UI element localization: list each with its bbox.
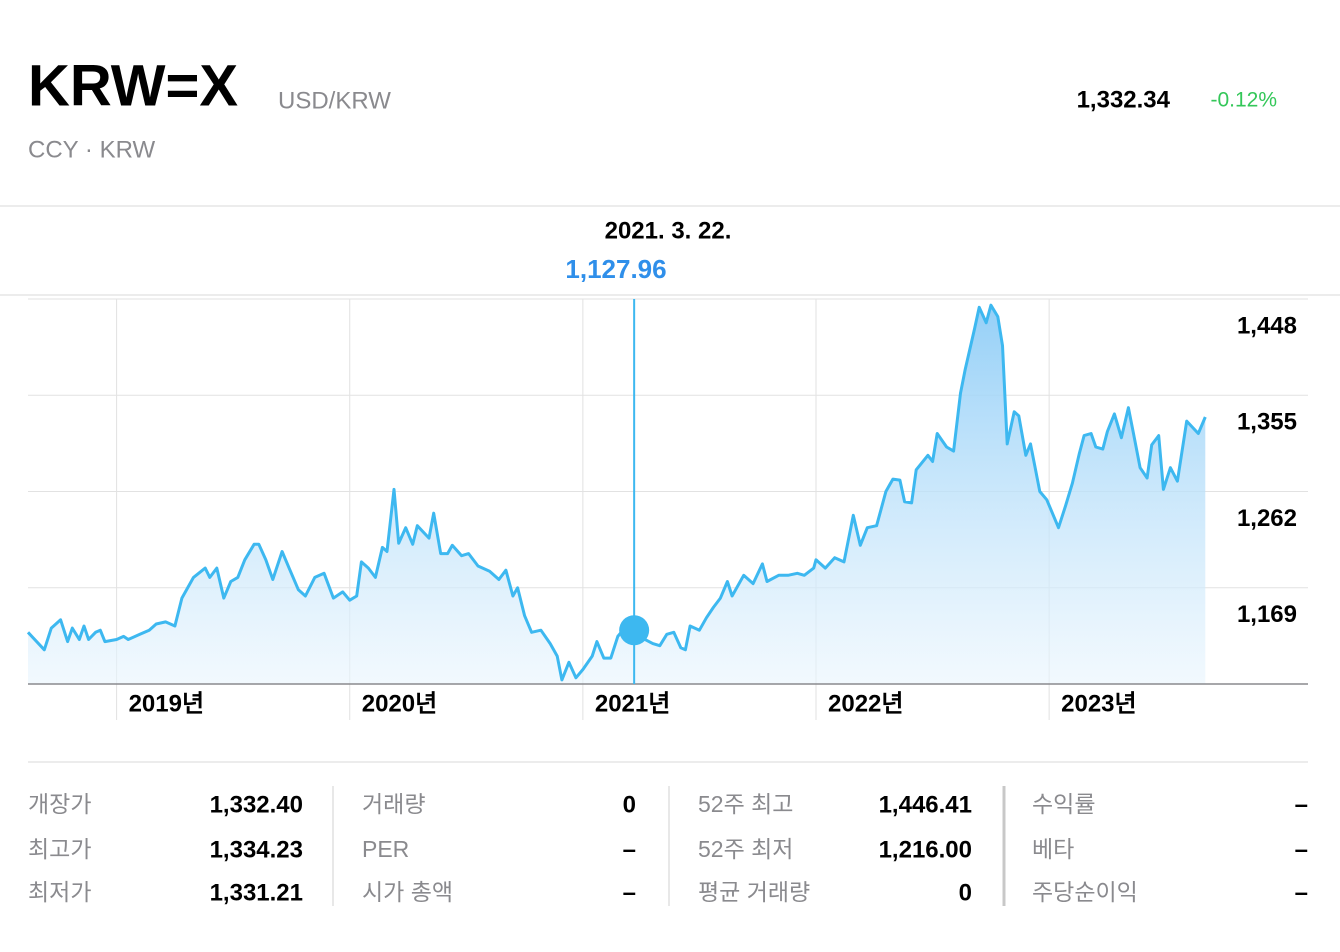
- x-tick-label: 2021년: [595, 690, 670, 717]
- stat-value: –: [623, 879, 636, 906]
- stat-value: 0: [959, 879, 972, 906]
- stat-label: 최고가: [28, 836, 91, 862]
- stat-value: 1,334.23: [210, 836, 303, 863]
- change: -0.12%: [1210, 89, 1277, 112]
- stat-label: 수익률: [1032, 791, 1095, 817]
- chart: 1,169 1,262 1,355 1,448 2019년 2020년 2021년 2022년…: [26, 217, 1308, 720]
- stat-label: 52주 최저: [698, 836, 793, 862]
- stat-label: 평균 거래량: [698, 879, 810, 905]
- stat-label: PER: [362, 836, 409, 862]
- x-tick-label: 2022년: [828, 690, 903, 717]
- stat-label: 베타: [1032, 836, 1074, 862]
- stat-label: 최저가: [28, 879, 91, 905]
- symbol: KRW=X: [28, 53, 238, 118]
- exchange: CCY · KRW: [28, 136, 155, 163]
- stat-label: 52주 최고: [698, 791, 793, 817]
- hover-date: 2021. 3. 22.: [605, 217, 732, 244]
- stat-value: –: [623, 836, 636, 863]
- y-tick-label: 1,355: [1237, 409, 1297, 436]
- stat-value: –: [1295, 836, 1308, 863]
- stat-value: –: [1295, 879, 1308, 906]
- stat-value: –: [1295, 791, 1308, 818]
- pair-name: USD/KRW: [278, 87, 391, 114]
- stat-label: 시가 총액: [362, 879, 453, 905]
- stat-label: 거래량: [362, 791, 425, 817]
- y-tick-label: 1,169: [1237, 601, 1297, 628]
- area-fill: [28, 305, 1206, 684]
- hover-value: 1,127.96: [565, 254, 666, 284]
- x-tick-label: 2023년: [1061, 690, 1136, 717]
- stat-value: 1,216.00: [879, 836, 972, 863]
- stat-label: 개장가: [28, 791, 91, 817]
- stat-value: 0: [623, 791, 636, 818]
- y-tick-label: 1,262: [1237, 505, 1297, 532]
- stat-label: 주당순이익: [1032, 879, 1138, 905]
- x-tick-label: 2019년: [129, 690, 204, 717]
- x-tick-label: 2020년: [362, 690, 437, 717]
- stat-value: 1,446.41: [879, 791, 972, 818]
- stats-table: 개장가 1,332.40 최고가 1,334.23 최저가 1,331.21 거래량 0 PER…: [28, 786, 1308, 906]
- stat-value: 1,332.40: [210, 791, 303, 818]
- y-tick-label: 1,448: [1237, 312, 1297, 339]
- stat-value: 1,331.21: [210, 879, 303, 906]
- hover-marker: [619, 615, 650, 646]
- price: 1,332.34: [1077, 86, 1171, 113]
